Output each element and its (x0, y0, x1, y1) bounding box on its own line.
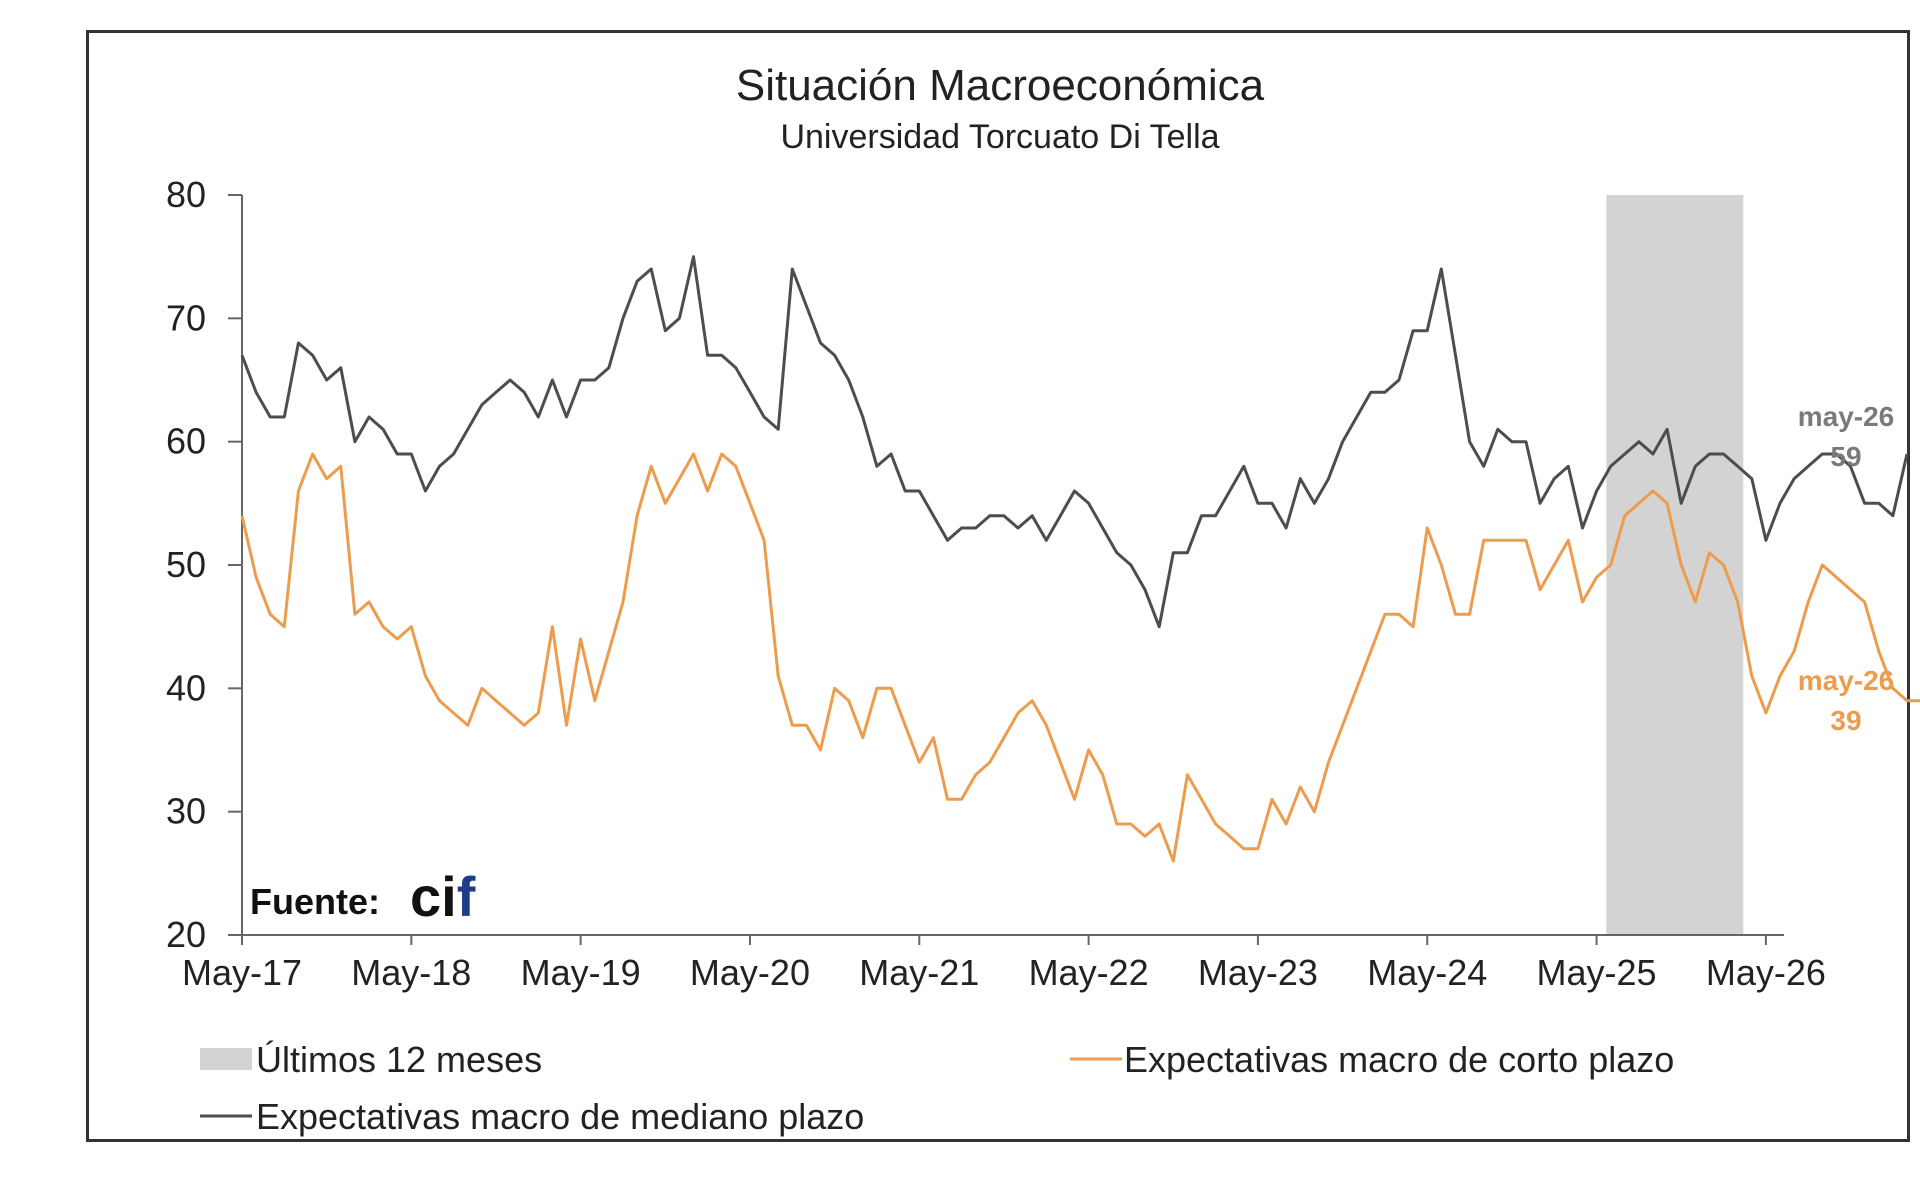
x-tick-label: May-19 (521, 952, 641, 993)
y-tick-label: 80 (166, 174, 206, 215)
x-tick-label: May-23 (1198, 952, 1318, 993)
y-tick-label: 60 (166, 421, 206, 462)
x-tick-label: May-20 (690, 952, 810, 993)
source-logo-letter: c (410, 865, 441, 928)
x-ticks: May-17 May-18 May-19 May-20 May-21 May-22 May-… (182, 935, 1826, 993)
series-line-corto-plazo (240, 452, 1920, 863)
x-tick-label: May-22 (1029, 952, 1149, 993)
end-label-mediano-value: 59 (1830, 441, 1861, 472)
shaded-region-last-12-months (1606, 195, 1744, 935)
legend: Últimos 12 meses Expectativas macro de c… (200, 1039, 1674, 1137)
x-tick-label: May-17 (182, 952, 302, 993)
legend-label-mediano-plazo: Expectativas macro de mediano plazo (256, 1096, 864, 1137)
y-tick-label: 70 (166, 297, 206, 338)
y-tick-label: 50 (166, 544, 206, 585)
y-tick-label: 40 (166, 667, 206, 708)
legend-swatch-last-12-months (200, 1048, 252, 1070)
y-tick-label: 30 (166, 791, 206, 832)
x-tick-label: May-21 (859, 952, 979, 993)
series-line-mediano-plazo (240, 255, 1909, 629)
source-logo-letter: f (457, 865, 476, 928)
chart-title: Situación Macroeconómica (736, 61, 1265, 110)
y-tick-label: 20 (166, 914, 206, 955)
x-tick-label: May-18 (351, 952, 471, 993)
end-label-corto-date: may-26 (1798, 665, 1895, 696)
end-label-corto-value: 39 (1830, 705, 1861, 736)
chart-frame (86, 30, 1910, 1142)
x-tick-label: May-26 (1706, 952, 1826, 993)
x-tick-label: May-24 (1367, 952, 1487, 993)
source-logo: cif (410, 865, 476, 928)
y-ticks: 80 70 60 50 40 30 20 (166, 174, 242, 955)
source-logo-letter: i (441, 865, 457, 928)
legend-label-corto-plazo: Expectativas macro de corto plazo (1124, 1039, 1674, 1080)
x-tick-label: May-25 (1537, 952, 1657, 993)
legend-label-last-12-months: Últimos 12 meses (256, 1039, 542, 1080)
chart-subtitle: Universidad Torcuato Di Tella (780, 118, 1219, 156)
end-label-mediano-date: may-26 (1798, 401, 1895, 432)
source-label: Fuente: (250, 881, 380, 922)
